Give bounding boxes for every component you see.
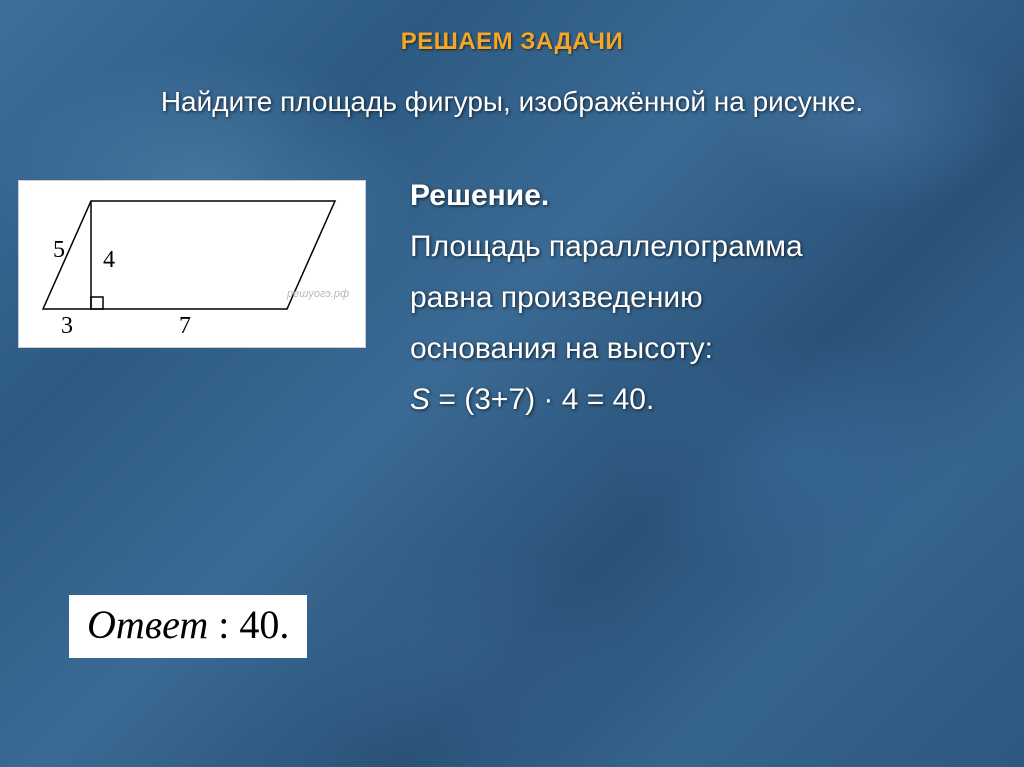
solution-heading: Решение.: [410, 170, 803, 221]
solution-formula: S = (3+7) · 4 = 40.: [410, 374, 803, 425]
figure-panel: 5 4 3 7 решуогэ.рф: [18, 180, 366, 348]
problem-subtitle: Найдите площадь фигуры, изображённой на …: [0, 86, 1024, 118]
solution-line-3: основания на высоту:: [410, 323, 803, 374]
label-3: 3: [61, 313, 73, 339]
label-4: 4: [103, 247, 115, 273]
answer-value: 40: [239, 602, 279, 647]
answer-box: Ответ : 40.: [69, 595, 307, 658]
answer-period: .: [279, 602, 289, 647]
formula-variable: S: [410, 383, 430, 416]
formula-rest: = (3+7) · 4 = 40.: [430, 383, 654, 416]
solution-line-2: равна произведению: [410, 272, 803, 323]
figure-watermark: решуогэ.рф: [286, 288, 349, 300]
right-angle-marker: [91, 297, 103, 309]
label-7: 7: [179, 313, 191, 339]
slide: РЕШАЕМ ЗАДАЧИ Найдите площадь фигуры, из…: [0, 0, 1024, 767]
parallelogram-diagram: 5 4 3 7 решуогэ.рф: [19, 181, 367, 349]
label-5: 5: [53, 237, 65, 263]
answer-colon: :: [208, 602, 239, 647]
section-title: РЕШАЕМ ЗАДАЧИ: [0, 28, 1024, 56]
solution-line-1: Площадь параллелограмма: [410, 221, 803, 272]
solution-block: Решение. Площадь параллелограмма равна п…: [410, 170, 803, 425]
answer-label: Ответ: [87, 602, 208, 647]
